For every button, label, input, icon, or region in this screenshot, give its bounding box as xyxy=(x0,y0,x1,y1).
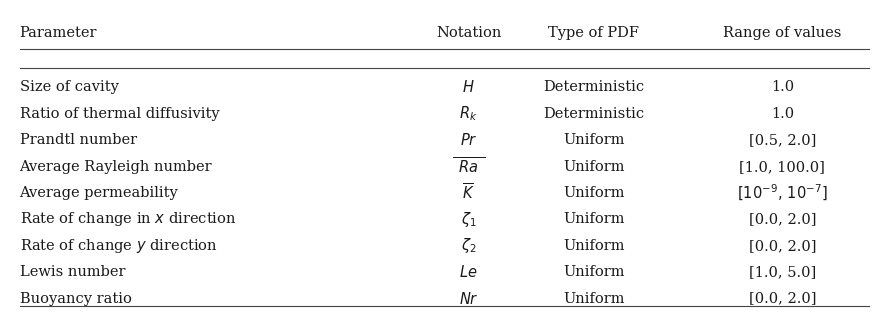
Text: Average Rayleigh number: Average Rayleigh number xyxy=(20,160,212,174)
Text: $\overline{Ra}$: $\overline{Ra}$ xyxy=(458,156,479,177)
Text: Range of values: Range of values xyxy=(723,26,842,40)
Text: [1.0, 5.0]: [1.0, 5.0] xyxy=(749,265,816,279)
Text: [0.0, 2.0]: [0.0, 2.0] xyxy=(749,292,816,306)
Text: Lewis number: Lewis number xyxy=(20,265,125,279)
Text: Deterministic: Deterministic xyxy=(543,107,645,121)
Text: $[10^{-9},\,10^{-7}]$: $[10^{-9},\,10^{-7}]$ xyxy=(737,183,828,203)
Text: [1.0, 100.0]: [1.0, 100.0] xyxy=(740,160,825,174)
Text: Size of cavity: Size of cavity xyxy=(20,80,118,94)
Text: Uniform: Uniform xyxy=(563,212,625,226)
Text: Uniform: Uniform xyxy=(563,239,625,253)
Text: Uniform: Uniform xyxy=(563,292,625,306)
Text: [0.5, 2.0]: [0.5, 2.0] xyxy=(749,133,816,147)
Text: $H$: $H$ xyxy=(462,80,475,95)
Text: 1.0: 1.0 xyxy=(771,107,794,121)
Text: Ratio of thermal diffusivity: Ratio of thermal diffusivity xyxy=(20,107,220,121)
Text: $Le$: $Le$ xyxy=(460,264,477,280)
Text: Average permeability: Average permeability xyxy=(20,186,179,200)
Text: $Pr$: $Pr$ xyxy=(460,132,477,148)
Text: $\zeta_1$: $\zeta_1$ xyxy=(461,210,477,229)
Text: $\zeta_2$: $\zeta_2$ xyxy=(461,236,477,255)
Text: Prandtl number: Prandtl number xyxy=(20,133,137,147)
Text: $R_k$: $R_k$ xyxy=(460,105,477,123)
Text: $\overline{K}$: $\overline{K}$ xyxy=(462,183,475,203)
Text: Parameter: Parameter xyxy=(20,26,97,40)
Text: Type of PDF: Type of PDF xyxy=(549,26,639,40)
Text: Deterministic: Deterministic xyxy=(543,80,645,94)
Text: 1.0: 1.0 xyxy=(771,80,794,94)
Text: Uniform: Uniform xyxy=(563,160,625,174)
Text: Rate of change $y$ direction: Rate of change $y$ direction xyxy=(20,237,217,255)
Text: Rate of change in $x$ direction: Rate of change in $x$ direction xyxy=(20,211,236,228)
Text: [0.0, 2.0]: [0.0, 2.0] xyxy=(749,212,816,226)
Text: [0.0, 2.0]: [0.0, 2.0] xyxy=(749,239,816,253)
Text: $Nr$: $Nr$ xyxy=(459,291,478,307)
Text: Notation: Notation xyxy=(436,26,501,40)
Text: Uniform: Uniform xyxy=(563,133,625,147)
Text: Uniform: Uniform xyxy=(563,186,625,200)
Text: Uniform: Uniform xyxy=(563,265,625,279)
Text: Buoyancy ratio: Buoyancy ratio xyxy=(20,292,132,306)
